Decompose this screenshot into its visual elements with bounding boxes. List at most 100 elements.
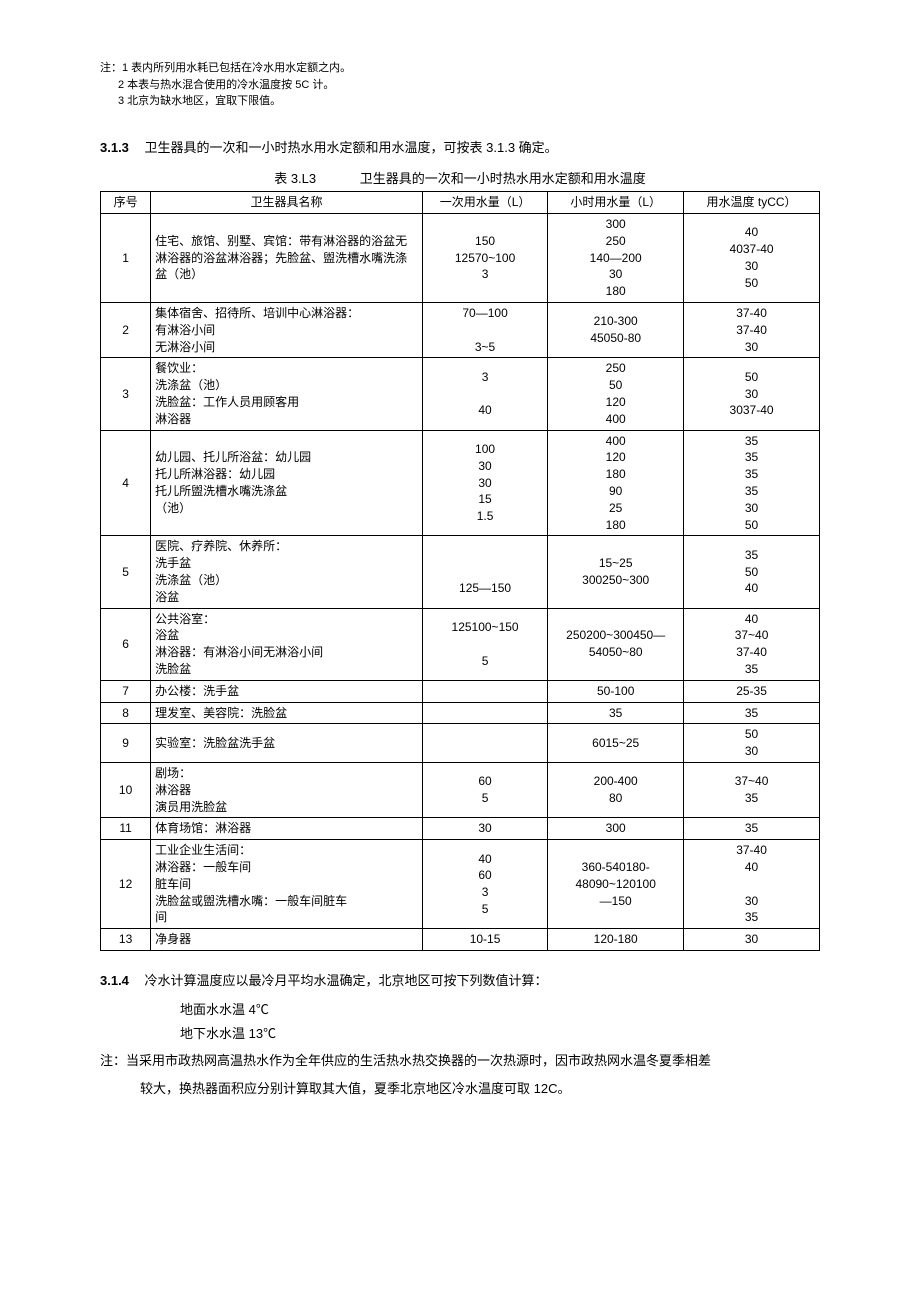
cell-once: 70—100 3~5 <box>422 303 547 358</box>
table-caption: 表 3.L3 卫生器具的一次和一小时热水用水定额和用水温度 <box>100 168 820 187</box>
table-row: 8理发室、美容院：洗脸盆 3535 <box>101 702 820 724</box>
table-label: 表 3.L3 <box>274 171 316 186</box>
cell-no: 13 <box>101 929 151 951</box>
cell-temp: 40 4037-40 30 50 <box>684 214 820 303</box>
table-title-text: 卫生器具的一次和一小时热水用水定额和用水温度 <box>360 171 646 186</box>
cell-once <box>422 724 547 763</box>
col-no: 序号 <box>101 192 151 214</box>
col-temp: 用水温度 tyCC） <box>684 192 820 214</box>
cell-hour: 360-540180- 48090~120100 —150 <box>548 840 684 929</box>
cell-name: 理发室、美容院：洗脸盆 <box>151 702 423 724</box>
cell-once <box>422 702 547 724</box>
cell-name: 医院、疗养院、休养所： 洗手盆 洗涤盆（池） 浴盆 <box>151 536 423 608</box>
table-row: 3餐饮业： 洗涤盆（池） 洗脸盆：工作人员用顾客用 淋浴器3 40250 50 … <box>101 358 820 430</box>
cell-no: 12 <box>101 840 151 929</box>
cell-once <box>422 680 547 702</box>
cell-no: 8 <box>101 702 151 724</box>
section-3-1-4: 3.1.4 冷水计算温度应以最冷月平均水温确定，北京地区可按下列数值计算： <box>100 969 820 992</box>
cell-hour: 120-180 <box>548 929 684 951</box>
cell-name: 工业企业生活间： 淋浴器：一般车间 脏车间 洗脸盆或盥洗槽水嘴：一般车间脏车 间 <box>151 840 423 929</box>
cell-name: 实验室：洗脸盆洗手盆 <box>151 724 423 763</box>
table-row: 10剧场： 淋浴器 演员用洗脸盆60 5200-400 8037~40 35 <box>101 763 820 818</box>
col-name: 卫生器具名称 <box>151 192 423 214</box>
note-314-cont: 较大，换热器面积应分别计算取其大值，夏季北京地区冷水温度可取 12C。 <box>140 1077 820 1100</box>
cell-no: 4 <box>101 430 151 536</box>
table-row: 2集体宿舍、招待所、培训中心淋浴器： 有淋浴小间 无淋浴小间70—100 3~5… <box>101 303 820 358</box>
table-row: 7办公楼：洗手盆 50-10025-35 <box>101 680 820 702</box>
table-header-row: 序号 卫生器具名称 一次用水量（L） 小时用水量（L） 用水温度 tyCC） <box>101 192 820 214</box>
table-row: 4幼儿园、托儿所浴盆：幼儿园 托儿所淋浴器：幼儿园 托儿所盥洗槽水嘴洗涤盆 （池… <box>101 430 820 536</box>
cell-no: 11 <box>101 818 151 840</box>
line-surface-water: 地面水水温 4℃ <box>180 998 820 1021</box>
line-ground-water: 地下水水温 13℃ <box>180 1022 820 1045</box>
cell-hour: 250 50 120 400 <box>548 358 684 430</box>
section-3-1-3: 3.1.3 卫生器具的一次和一小时热水用水定额和用水温度，可按表 3.1.3 确… <box>100 138 820 159</box>
section-text: 卫生器具的一次和一小时热水用水定额和用水温度，可按表 3.1.3 确定。 <box>145 140 558 155</box>
table-row: 9实验室：洗脸盆洗手盆 6015~2550 30 <box>101 724 820 763</box>
cell-once: 100 30 30 15 1.5 <box>422 430 547 536</box>
cell-hour: 6015~25 <box>548 724 684 763</box>
cell-no: 5 <box>101 536 151 608</box>
top-notes: 注：1 表内所列用水耗已包括在冷水用水定额之内。 2 本表与热水混合使用的冷水温… <box>100 60 820 110</box>
cell-name: 公共浴室： 浴盆 淋浴器：有淋浴小间无淋浴小间 洗脸盆 <box>151 608 423 680</box>
table-row: 13净身器10-15120-18030 <box>101 929 820 951</box>
section-num: 3.1.4 <box>100 973 129 988</box>
cell-name: 住宅、旅馆、别墅、宾馆：带有淋浴器的浴盆无淋浴器的浴盆淋浴器；先脸盆、盥洗槽水嘴… <box>151 214 423 303</box>
cell-temp: 35 35 35 35 30 50 <box>684 430 820 536</box>
section-num: 3.1.3 <box>100 140 129 155</box>
cell-hour: 400 120 180 90 25 180 <box>548 430 684 536</box>
cell-name: 幼儿园、托儿所浴盆：幼儿园 托儿所淋浴器：幼儿园 托儿所盥洗槽水嘴洗涤盆 （池） <box>151 430 423 536</box>
cell-hour: 300 250 140—200 30 180 <box>548 214 684 303</box>
cell-no: 3 <box>101 358 151 430</box>
cell-temp: 35 <box>684 818 820 840</box>
cell-no: 10 <box>101 763 151 818</box>
note-3: 3 北京为缺水地区，宜取下限值。 <box>118 93 820 110</box>
cell-temp: 50 30 <box>684 724 820 763</box>
cell-hour: 50-100 <box>548 680 684 702</box>
cell-once: 3 40 <box>422 358 547 430</box>
cell-no: 9 <box>101 724 151 763</box>
cell-hour: 300 <box>548 818 684 840</box>
cell-temp: 37-40 37-40 30 <box>684 303 820 358</box>
section-text: 冷水计算温度应以最冷月平均水温确定，北京地区可按下列数值计算： <box>145 973 548 988</box>
cell-no: 1 <box>101 214 151 303</box>
fixtures-table: 序号 卫生器具名称 一次用水量（L） 小时用水量（L） 用水温度 tyCC） 1… <box>100 191 820 951</box>
table-row: 6公共浴室： 浴盆 淋浴器：有淋浴小间无淋浴小间 洗脸盆125100~150 5… <box>101 608 820 680</box>
col-once: 一次用水量（L） <box>422 192 547 214</box>
cell-temp: 25-35 <box>684 680 820 702</box>
cell-hour: 15~25 300250~300 <box>548 536 684 608</box>
cell-once: 40 60 3 5 <box>422 840 547 929</box>
cell-hour: 210-300 45050-80 <box>548 303 684 358</box>
table-row: 11体育场馆：淋浴器3030035 <box>101 818 820 840</box>
col-hour: 小时用水量（L） <box>548 192 684 214</box>
cell-hour: 250200~300450— 54050~80 <box>548 608 684 680</box>
cell-once: 150 12570~100 3 <box>422 214 547 303</box>
cell-temp: 35 <box>684 702 820 724</box>
cell-no: 6 <box>101 608 151 680</box>
table-row: 5医院、疗养院、休养所： 洗手盆 洗涤盆（池） 浴盆 125—15015~25 … <box>101 536 820 608</box>
table-row: 1住宅、旅馆、别墅、宾馆：带有淋浴器的浴盆无淋浴器的浴盆淋浴器；先脸盆、盥洗槽水… <box>101 214 820 303</box>
table-row: 12工业企业生活间： 淋浴器：一般车间 脏车间 洗脸盆或盥洗槽水嘴：一般车间脏车… <box>101 840 820 929</box>
cell-hour: 200-400 80 <box>548 763 684 818</box>
note-2: 2 本表与热水混合使用的冷水温度按 5C 计。 <box>118 77 820 94</box>
cell-once: 125100~150 5 <box>422 608 547 680</box>
cell-temp: 40 37~40 37-40 35 <box>684 608 820 680</box>
cell-name: 体育场馆：淋浴器 <box>151 818 423 840</box>
cell-temp: 50 30 3037-40 <box>684 358 820 430</box>
cell-no: 7 <box>101 680 151 702</box>
cell-once: 30 <box>422 818 547 840</box>
cell-once: 60 5 <box>422 763 547 818</box>
cell-temp: 37~40 35 <box>684 763 820 818</box>
cell-name: 餐饮业： 洗涤盆（池） 洗脸盆：工作人员用顾客用 淋浴器 <box>151 358 423 430</box>
cell-name: 办公楼：洗手盆 <box>151 680 423 702</box>
cell-temp: 35 50 40 <box>684 536 820 608</box>
cell-once: 10-15 <box>422 929 547 951</box>
cell-name: 集体宿舍、招待所、培训中心淋浴器： 有淋浴小间 无淋浴小间 <box>151 303 423 358</box>
note-1: 注：1 表内所列用水耗已包括在冷水用水定额之内。 <box>100 60 820 77</box>
cell-temp: 37-40 40 30 35 <box>684 840 820 929</box>
cell-once: 125—150 <box>422 536 547 608</box>
cell-name: 净身器 <box>151 929 423 951</box>
cell-hour: 35 <box>548 702 684 724</box>
cell-no: 2 <box>101 303 151 358</box>
note-314: 注：当采用市政热网高温热水作为全年供应的生活热水热交换器的一次热源时，因市政热网… <box>100 1049 820 1072</box>
